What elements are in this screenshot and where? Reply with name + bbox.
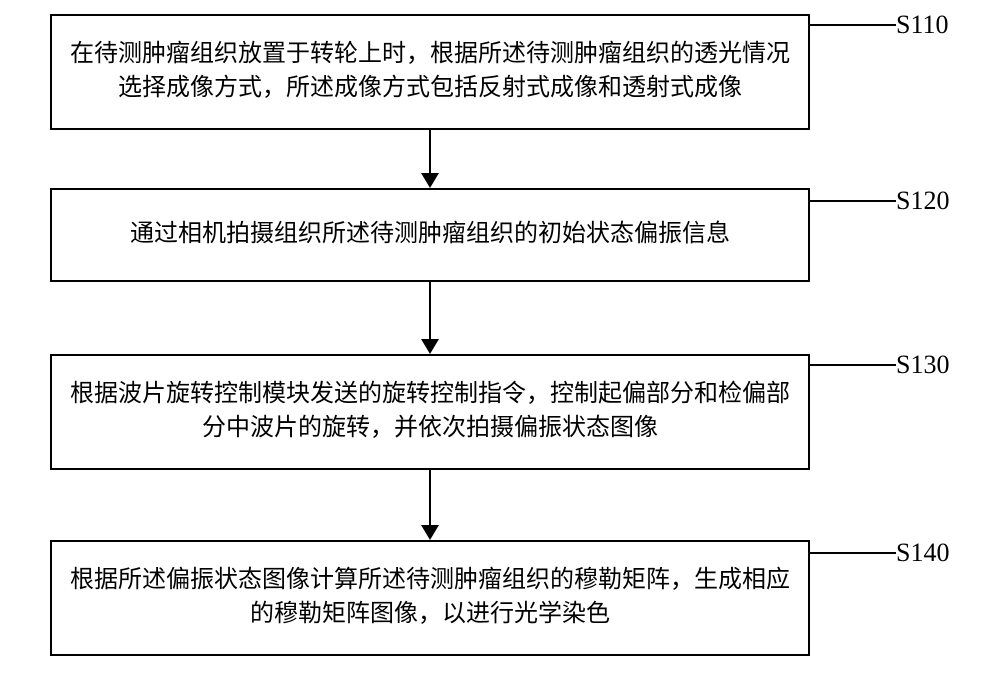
flow-connector-line [429,130,431,173]
arrow-down-icon [421,173,439,188]
flow-connector-line [429,282,431,339]
label-connector-line [810,364,896,366]
label-connector-line [810,24,896,26]
flow-step-s120: 通过相机拍摄组织所述待测肿瘤组织的初始状态偏振信息 [50,188,810,282]
arrow-down-icon [421,525,439,540]
flow-step-s130: 根据波片旋转控制模块发送的旋转控制指令，控制起偏部分和检偏部分中波片的旋转，并依… [50,354,810,470]
flow-step-text: 根据所述偏振状态图像计算所述待测肿瘤组织的穆勒矩阵，生成相应的穆勒矩阵图像，以进… [52,556,808,639]
step-label-s140: S140 [896,538,949,568]
flow-step-text: 在待测肿瘤组织放置于转轮上时，根据所述待测肿瘤组织的透光情况选择成像方式，所述成… [52,30,808,113]
step-label-s120: S120 [896,186,949,216]
flow-step-text: 根据波片旋转控制模块发送的旋转控制指令，控制起偏部分和检偏部分中波片的旋转，并依… [52,370,808,453]
step-label-s130: S130 [896,350,949,380]
flow-step-s110: 在待测肿瘤组织放置于转轮上时，根据所述待测肿瘤组织的透光情况选择成像方式，所述成… [50,14,810,130]
step-label-s110: S110 [896,10,949,40]
flow-connector-line [429,470,431,525]
arrow-down-icon [421,339,439,354]
flowchart-canvas: 在待测肿瘤组织放置于转轮上时，根据所述待测肿瘤组织的透光情况选择成像方式，所述成… [0,0,1000,679]
label-connector-line [810,200,896,202]
flow-step-s140: 根据所述偏振状态图像计算所述待测肿瘤组织的穆勒矩阵，生成相应的穆勒矩阵图像，以进… [50,540,810,656]
flow-step-text: 通过相机拍摄组织所述待测肿瘤组织的初始状态偏振信息 [120,210,740,260]
label-connector-line [810,552,896,554]
